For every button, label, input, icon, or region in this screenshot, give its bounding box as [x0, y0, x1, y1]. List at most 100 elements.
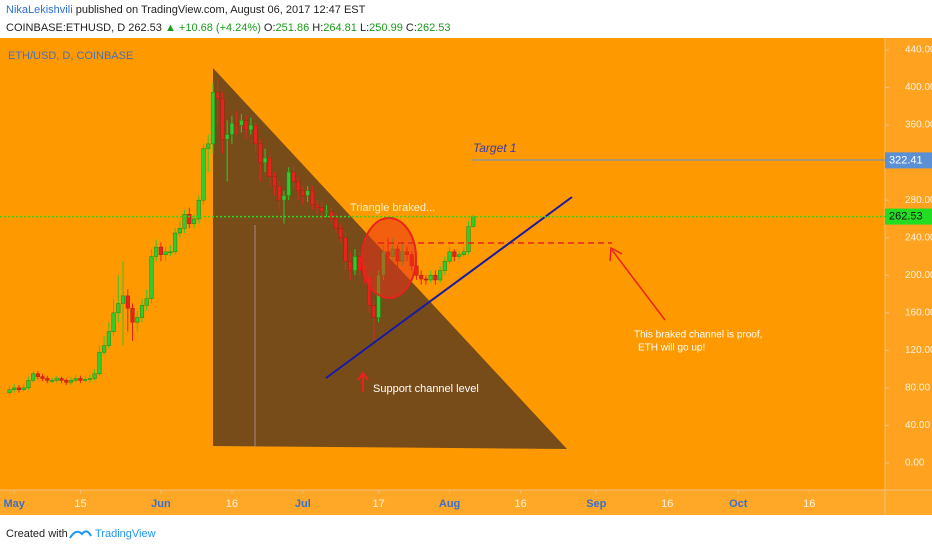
candle-body — [428, 275, 433, 281]
candle-body — [21, 387, 26, 391]
annotation: Target 1 — [473, 141, 517, 155]
price-label-bg — [885, 152, 932, 169]
x-tick-label: Oct — [729, 498, 748, 510]
h: 264.81 — [323, 22, 357, 34]
annotation: This braked channel is proof, — [634, 330, 762, 341]
candle-body — [267, 157, 272, 177]
candle-body — [248, 124, 253, 131]
chart-title: ETH/USD, D, COINBASE — [8, 50, 133, 62]
candle-body — [144, 298, 149, 306]
x-tick-label: Sep — [586, 498, 606, 510]
candle-body — [31, 373, 36, 381]
candle-body — [457, 254, 462, 257]
y-tick-label: 200.00 — [905, 270, 932, 281]
c: 262.53 — [417, 22, 451, 34]
candle-body — [357, 256, 362, 271]
candle-body — [40, 376, 45, 379]
candle-body — [54, 378, 59, 381]
candle-body — [447, 251, 452, 262]
time-axis-panel — [0, 490, 932, 515]
candle-body — [59, 378, 64, 381]
candle-body — [419, 275, 424, 280]
candle-body — [102, 345, 107, 353]
logo-icon — [69, 530, 92, 539]
y-tick-label: 400.00 — [905, 82, 932, 93]
price-label: 262.53 — [889, 210, 923, 222]
y-tick-label: 240.00 — [905, 232, 932, 243]
o-label: O: — [264, 22, 276, 34]
candle-body — [116, 303, 121, 314]
l: 250.99 — [369, 22, 403, 34]
y-tick-label: 160.00 — [905, 307, 932, 318]
arrow — [611, 249, 666, 321]
candle-body — [206, 143, 211, 149]
support-line — [325, 196, 573, 379]
price-label: 322.41 — [889, 154, 923, 166]
candle-body — [352, 256, 357, 271]
candle-body — [281, 195, 287, 201]
candle-body — [83, 379, 88, 381]
candle-body — [182, 214, 187, 229]
candle-body — [168, 251, 173, 254]
x-tick-label: Aug — [439, 498, 460, 510]
candle-body — [92, 373, 97, 379]
price-axis-panel — [885, 38, 932, 515]
candle-body — [16, 387, 21, 391]
candle-body — [253, 124, 258, 145]
candle-body — [442, 260, 447, 271]
candle-body — [68, 380, 74, 383]
candle-body — [324, 211, 329, 213]
x-tick-label: Jun — [151, 498, 171, 510]
y-tick-label: 0.00 — [905, 458, 925, 469]
change: ▲ +10.68 (+4.24%) — [165, 22, 261, 34]
candle-body — [315, 204, 320, 208]
candle-body — [187, 214, 192, 224]
candle-body — [225, 134, 230, 140]
h-label: H: — [312, 22, 323, 34]
candle-body — [158, 246, 163, 255]
author: NikaLekishvili — [6, 4, 73, 16]
price: 262.53 — [128, 22, 162, 34]
candle-body — [130, 307, 135, 323]
arrow-head — [609, 246, 623, 262]
candle-body — [300, 190, 305, 196]
candle-body — [163, 251, 168, 255]
candle-body — [210, 91, 216, 145]
candle-body — [78, 378, 83, 381]
candle-body — [177, 228, 182, 234]
footer-brand[interactable]: TradingView — [95, 528, 156, 540]
annotation: ETH will go up! — [638, 343, 705, 354]
x-tick-label: May — [3, 498, 25, 510]
x-tick-label: 16 — [661, 498, 673, 510]
candle-body — [120, 295, 126, 304]
footer-text: Created with — [6, 528, 68, 540]
candle-body — [423, 278, 428, 281]
candle-body — [125, 295, 130, 309]
candle-body — [215, 91, 220, 100]
candle-body — [239, 120, 244, 126]
l-label: L: — [360, 22, 369, 34]
candle-body — [201, 148, 206, 201]
candle-body — [371, 305, 376, 318]
candle-body — [173, 232, 178, 253]
candle-body — [50, 380, 55, 382]
logo — [69, 530, 92, 539]
candle-body — [343, 237, 348, 262]
candle-body — [149, 256, 154, 299]
candle-body — [45, 378, 50, 381]
y-tick-label: 120.00 — [905, 345, 932, 356]
candles — [7, 78, 476, 396]
candle-body — [229, 122, 234, 135]
candle-body — [329, 211, 334, 220]
candle-body — [234, 122, 239, 126]
published: published on TradingView.com, August 06,… — [76, 4, 366, 16]
candle-body — [466, 226, 471, 253]
drawings-front: Target 1 Triangle braked... Support chan… — [325, 141, 885, 395]
price-label-bg — [885, 208, 932, 225]
candle-body — [64, 380, 69, 383]
candle-body — [258, 143, 263, 163]
candle-body — [196, 199, 201, 220]
y-tick-label: 280.00 — [905, 195, 932, 206]
candle-body — [452, 251, 457, 257]
